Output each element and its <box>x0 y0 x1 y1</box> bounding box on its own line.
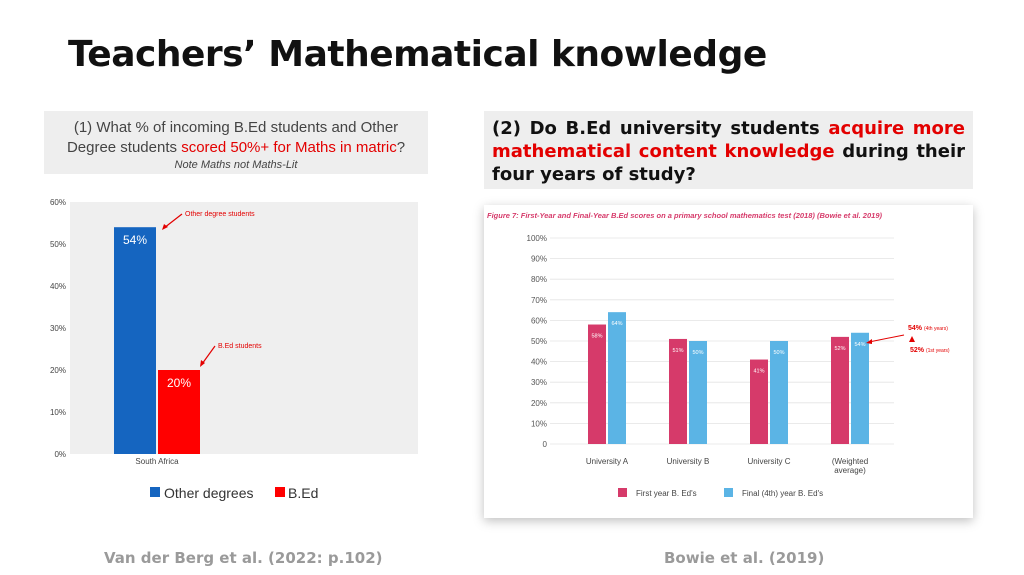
triangle-up-icon <box>909 336 915 342</box>
bar-final-year <box>689 341 707 444</box>
source-right: Bowie et al. (2019) <box>664 549 825 567</box>
y-tick-label: 50% <box>50 240 66 249</box>
legend-swatch-other <box>150 487 160 497</box>
bar-final-year <box>608 312 626 444</box>
question-2-highlight: acquire more mathematical content knowle… <box>492 118 965 162</box>
y-tick-label: 80% <box>531 275 547 284</box>
bar-data-label: 64% <box>611 321 622 327</box>
y-tick-label: 90% <box>531 255 547 264</box>
bar-data-label: 52% <box>834 346 845 352</box>
question-1-end: ? <box>396 139 406 156</box>
question-1-note: Note Maths not Maths-Lit <box>174 159 298 171</box>
annotation-bed-arrow <box>201 345 216 365</box>
legend-swatch-final <box>724 488 733 497</box>
bar-bed <box>158 370 200 454</box>
question-1-line2: Degree students <box>66 139 182 156</box>
question-1-line1: (1) What % of incoming B.Ed students and… <box>73 119 399 136</box>
bar-first-year <box>750 359 768 444</box>
bar-final-year <box>851 332 869 444</box>
bar-data-label: 58% <box>591 334 602 340</box>
question-1-box: (1) What % of incoming B.Ed students and… <box>44 111 428 174</box>
y-tick-label: 30% <box>50 324 66 333</box>
question-1-highlight: scored 50%+ for Maths in matric <box>181 139 397 156</box>
university-chart: Figure 7: First-Year and Final-Year B.Ed… <box>487 211 950 498</box>
plot-area-mask <box>284 456 420 470</box>
arrowhead-icon <box>866 339 872 344</box>
y-tick-label: 70% <box>531 296 547 305</box>
arrowhead-icon <box>200 360 205 367</box>
y-tick-label: 100% <box>527 234 547 243</box>
annotation-other: Other degree students <box>185 211 255 218</box>
bar-data-label: 54% <box>123 233 147 247</box>
bar-first-year <box>588 324 606 444</box>
legend-swatch-bed <box>275 487 285 497</box>
figure-7-panel: Figure 7: First-Year and Final-Year B.Ed… <box>484 205 973 518</box>
bar-data-label: 51% <box>672 348 683 354</box>
y-tick-label: 60% <box>531 316 547 325</box>
legend-label-other: Other degrees <box>164 485 254 501</box>
bar-data-label: 41% <box>753 369 764 375</box>
y-tick-label: 10% <box>50 408 66 417</box>
y-tick-label: 0% <box>54 450 66 459</box>
bar-data-label: 54% <box>854 342 865 348</box>
annotation-bed: B.Ed students <box>218 343 262 350</box>
bar-first-year <box>831 336 849 444</box>
question-2-text-a: (2) Do B.Ed university students <box>492 118 829 139</box>
category-label: (Weighted average) <box>832 457 868 475</box>
bar-data-label: 50% <box>692 350 703 356</box>
legend-swatch-first <box>618 488 627 497</box>
y-tick-label: 30% <box>531 378 547 387</box>
y-tick-label: 50% <box>531 337 547 346</box>
category-label: University C <box>747 457 790 466</box>
matric-chart: 0% 10% 20% 30% 40% 50% 60% 54% 20% South Africa… <box>50 198 420 501</box>
question-2-box: (2) Do B.Ed university students acquire … <box>484 111 973 189</box>
y-tick-label: 10% <box>531 419 547 428</box>
arrowhead-icon <box>162 224 168 230</box>
category-label: University A <box>586 457 629 466</box>
category-label: South Africa <box>135 457 179 466</box>
y-tick-label: 60% <box>50 198 66 207</box>
source-left: Van der Berg et al. (2022: p.102) <box>104 549 383 567</box>
page-title: Teachers’ Mathematical knowledge <box>68 34 767 75</box>
annotation-other-arrow <box>163 213 183 229</box>
question-2-text-b: during their four years of study? <box>492 141 965 185</box>
annotation-line <box>868 334 905 343</box>
bar-data-label: 20% <box>167 376 191 390</box>
annotation-4th: 54% (4th years) <box>908 325 948 332</box>
category-label: University B <box>667 457 710 466</box>
legend-label-bed: B.Ed <box>288 485 318 501</box>
bar-data-label: 50% <box>773 350 784 356</box>
bar-first-year <box>669 338 687 444</box>
bar-other-degrees <box>114 227 156 454</box>
y-tick-label: 20% <box>50 366 66 375</box>
legend-label-final: Final (4th) year B. Ed's <box>742 489 823 498</box>
figure-title: Figure 7: First-Year and Final-Year B.Ed… <box>487 211 882 220</box>
y-tick-label: 40% <box>50 282 66 291</box>
annotation-1st: 52% (1st years) <box>910 347 950 354</box>
y-tick-label: 20% <box>531 399 547 408</box>
bar-final-year <box>770 341 788 444</box>
y-tick-label: 0 <box>543 440 548 449</box>
legend-label-first: First year B. Ed's <box>636 489 697 498</box>
y-tick-label: 40% <box>531 358 547 367</box>
